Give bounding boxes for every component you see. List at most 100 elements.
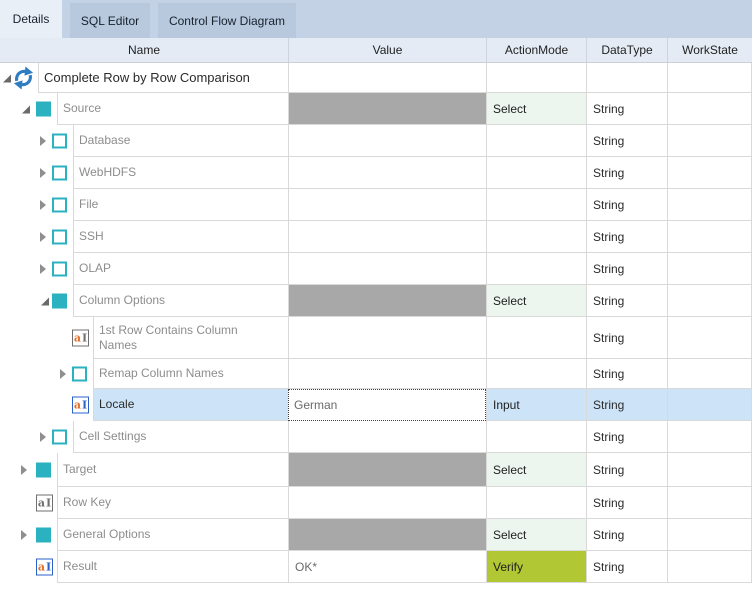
- actionmode-cell[interactable]: Select: [486, 93, 586, 125]
- name-cell[interactable]: OLAP: [73, 253, 288, 285]
- value-cell[interactable]: [288, 285, 486, 317]
- collapse-toggle-icon[interactable]: [2, 74, 11, 83]
- tree-row-complete-row-by-row-comparison[interactable]: Complete Row by Row Comparison: [0, 63, 752, 93]
- name-cell[interactable]: Row Key: [57, 487, 288, 519]
- datatype-cell[interactable]: String: [586, 389, 667, 421]
- workstate-cell[interactable]: [667, 63, 752, 93]
- datatype-cell[interactable]: String: [586, 317, 667, 359]
- name-cell[interactable]: Locale: [93, 389, 288, 421]
- datatype-cell[interactable]: String: [586, 125, 667, 157]
- workstate-cell[interactable]: [667, 285, 752, 317]
- actionmode-cell[interactable]: Select: [486, 453, 586, 487]
- name-cell[interactable]: Result: [57, 551, 288, 583]
- name-cell[interactable]: General Options: [57, 519, 288, 551]
- tree-row-remap-column-names[interactable]: Remap Column Names String: [0, 359, 752, 389]
- column-header-name[interactable]: Name: [127, 43, 160, 57]
- datatype-cell[interactable]: String: [586, 221, 667, 253]
- workstate-cell[interactable]: [667, 453, 752, 487]
- value-cell[interactable]: [288, 63, 486, 93]
- value-cell[interactable]: [288, 317, 486, 359]
- tree-row-general-options[interactable]: General Options Select String: [0, 519, 752, 551]
- tab-details[interactable]: Details: [0, 0, 62, 38]
- expand-toggle-icon[interactable]: [40, 200, 46, 210]
- tree-row-target[interactable]: Target Select String: [0, 453, 752, 487]
- expand-toggle-icon[interactable]: [40, 432, 46, 442]
- expand-toggle-icon[interactable]: [60, 369, 66, 379]
- tree-row-result[interactable]: a I Result OK* Verify String: [0, 551, 752, 583]
- name-cell[interactable]: Target: [57, 453, 288, 487]
- value-cell[interactable]: [288, 453, 486, 487]
- collapse-toggle-icon[interactable]: [21, 105, 30, 114]
- expand-toggle-icon[interactable]: [21, 530, 27, 540]
- name-cell[interactable]: Column Options: [73, 285, 288, 317]
- expand-toggle-icon[interactable]: [21, 465, 27, 475]
- workstate-cell[interactable]: [667, 487, 752, 519]
- datatype-cell[interactable]: String: [586, 453, 667, 487]
- datatype-cell[interactable]: String: [586, 359, 667, 389]
- actionmode-cell[interactable]: [486, 421, 586, 453]
- tree-row-column-options[interactable]: Column Options Select String: [0, 285, 752, 317]
- name-cell[interactable]: Cell Settings: [73, 421, 288, 453]
- tree-row-1st-row-contains-column-names[interactable]: a I 1st Row Contains Column Names String: [0, 317, 752, 359]
- name-cell[interactable]: Complete Row by Row Comparison: [38, 63, 288, 93]
- datatype-cell[interactable]: String: [586, 551, 667, 583]
- actionmode-cell[interactable]: Input: [486, 389, 586, 421]
- tree-row-olap[interactable]: OLAP String: [0, 253, 752, 285]
- value-cell[interactable]: [288, 487, 486, 519]
- value-cell[interactable]: [288, 359, 486, 389]
- workstate-cell[interactable]: [667, 519, 752, 551]
- tree-row-source[interactable]: Source Select String: [0, 93, 752, 125]
- tree-row-cell-settings[interactable]: Cell Settings String: [0, 421, 752, 453]
- name-cell[interactable]: WebHDFS: [73, 157, 288, 189]
- expand-toggle-icon[interactable]: [40, 264, 46, 274]
- tab-control-flow-diagram[interactable]: Control Flow Diagram: [158, 3, 296, 38]
- datatype-cell[interactable]: String: [586, 285, 667, 317]
- value-cell[interactable]: [288, 519, 486, 551]
- workstate-cell[interactable]: [667, 359, 752, 389]
- name-cell[interactable]: File: [73, 189, 288, 221]
- tree-row-row-key[interactable]: a I Row Key String: [0, 487, 752, 519]
- name-cell[interactable]: Source: [57, 93, 288, 125]
- actionmode-cell[interactable]: [486, 189, 586, 221]
- value-cell[interactable]: [288, 221, 486, 253]
- workstate-cell[interactable]: [667, 389, 752, 421]
- datatype-cell[interactable]: String: [586, 189, 667, 221]
- value-cell[interactable]: [288, 93, 486, 125]
- value-cell[interactable]: [288, 125, 486, 157]
- value-cell[interactable]: OK*: [288, 551, 486, 583]
- workstate-cell[interactable]: [667, 253, 752, 285]
- actionmode-cell[interactable]: Verify: [486, 551, 586, 583]
- tab-sql-editor[interactable]: SQL Editor: [70, 3, 150, 38]
- tree-row-file[interactable]: File String: [0, 189, 752, 221]
- actionmode-cell[interactable]: [486, 125, 586, 157]
- column-header-actionmode[interactable]: ActionMode: [486, 38, 586, 62]
- column-header-datatype[interactable]: DataType: [586, 38, 667, 62]
- datatype-cell[interactable]: String: [586, 157, 667, 189]
- workstate-cell[interactable]: [667, 157, 752, 189]
- actionmode-cell[interactable]: [486, 63, 586, 93]
- workstate-cell[interactable]: [667, 93, 752, 125]
- datatype-cell[interactable]: String: [586, 519, 667, 551]
- actionmode-cell[interactable]: [486, 157, 586, 189]
- name-cell[interactable]: SSH: [73, 221, 288, 253]
- expand-toggle-icon[interactable]: [40, 168, 46, 178]
- collapse-toggle-icon[interactable]: [40, 297, 49, 306]
- datatype-cell[interactable]: String: [586, 93, 667, 125]
- value-cell[interactable]: [288, 189, 486, 221]
- value-cell[interactable]: [288, 253, 486, 285]
- datatype-cell[interactable]: [586, 63, 667, 93]
- datatype-cell[interactable]: String: [586, 421, 667, 453]
- actionmode-cell[interactable]: Select: [486, 519, 586, 551]
- actionmode-cell[interactable]: [486, 221, 586, 253]
- workstate-cell[interactable]: [667, 551, 752, 583]
- workstate-cell[interactable]: [667, 125, 752, 157]
- value-cell[interactable]: [288, 421, 486, 453]
- workstate-cell[interactable]: [667, 189, 752, 221]
- datatype-cell[interactable]: String: [586, 487, 667, 519]
- column-header-workstate[interactable]: WorkState: [667, 38, 752, 62]
- tree-row-database[interactable]: Database String: [0, 125, 752, 157]
- actionmode-cell[interactable]: [486, 317, 586, 359]
- value-cell[interactable]: German: [288, 389, 486, 421]
- workstate-cell[interactable]: [667, 221, 752, 253]
- expand-toggle-icon[interactable]: [40, 232, 46, 242]
